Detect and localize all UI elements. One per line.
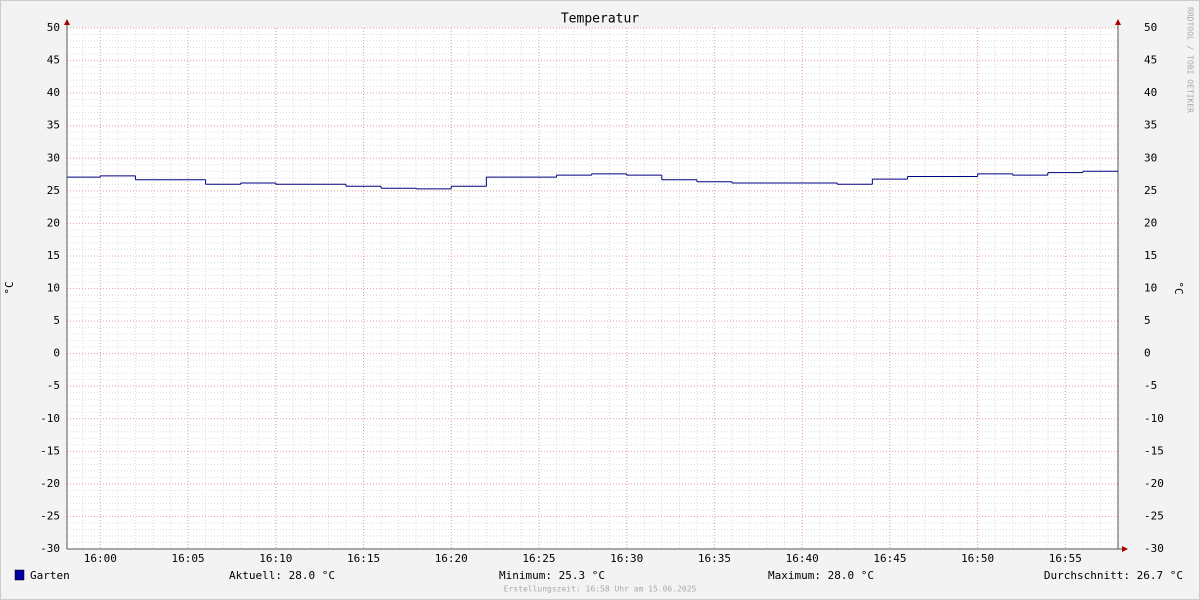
legend-stat: Maximum: 28.0 °C [768,569,874,582]
y2-tick-label: 20 [1144,216,1157,229]
y2-tick-label: 40 [1144,86,1157,99]
y-tick-label: -25 [40,509,60,522]
y2-tick-label: -15 [1144,444,1164,457]
y2-tick-label: 30 [1144,151,1157,164]
x-tick-label: 16:30 [610,552,643,565]
legend-stat: Durchschnitt: 26.7 °C [1044,569,1183,582]
y-tick-label: -15 [40,444,60,457]
y-tick-label: 20 [47,216,60,229]
y2-tick-label: -20 [1144,477,1164,490]
chart-title: Temperatur [561,12,639,27]
y2-tick-label: -10 [1144,412,1164,425]
y2-tick-label: 35 [1144,119,1157,132]
y2-tick-label: -25 [1144,509,1164,522]
y-tick-label: 50 [47,21,60,34]
x-tick-label: 16:25 [522,552,555,565]
y2-tick-label: 45 [1144,54,1157,67]
x-tick-label: 16:35 [698,552,731,565]
footer: Erstellungszeit: 16:58 Uhr am 15.06.2025 [504,585,697,594]
axis-arrow [1115,19,1121,25]
x-tick-label: 16:45 [873,552,906,565]
y2-tick-label: 10 [1144,282,1157,295]
y2-tick-label: 5 [1144,314,1151,327]
axis-arrow [64,19,70,25]
y-tick-label: 25 [47,184,60,197]
y-tick-label: 40 [47,86,60,99]
legend-label: Garten [30,569,70,582]
y2-tick-label: 0 [1144,347,1151,360]
y-tick-label: 15 [47,249,60,262]
y-tick-label: -20 [40,477,60,490]
y-tick-label: -5 [47,379,60,392]
y-tick-label: 10 [47,282,60,295]
y-tick-label: -30 [40,542,60,555]
y-tick-label: 5 [53,314,60,327]
y2-tick-label: 25 [1144,184,1157,197]
x-tick-label: 16:20 [435,552,468,565]
x-tick-label: 16:50 [961,552,994,565]
legend-stat: Minimum: 25.3 °C [499,569,605,582]
y-tick-label: 45 [47,54,60,67]
y2-tick-label: 15 [1144,249,1157,262]
axis-arrow [1122,546,1128,552]
x-tick-label: 16:15 [347,552,380,565]
x-tick-label: 16:00 [84,552,117,565]
x-tick-label: 16:55 [1049,552,1082,565]
x-tick-label: 16:10 [259,552,292,565]
y-tick-label: -10 [40,412,60,425]
y-tick-label: 0 [53,347,60,360]
legend-stat: Aktuell: 28.0 °C [229,569,335,582]
watermark: RRDTOOL / TOBI OETIKER [1186,7,1195,113]
x-tick-label: 16:40 [786,552,819,565]
y2-axis-label: °C [1172,281,1185,294]
y2-tick-label: 50 [1144,21,1157,34]
y2-tick-label: -30 [1144,542,1164,555]
legend-swatch [14,569,25,581]
y-tick-label: 35 [47,119,60,132]
y-axis-label: °C [3,281,16,294]
x-tick-label: 16:05 [172,552,205,565]
y2-tick-label: -5 [1144,379,1157,392]
y-tick-label: 30 [47,151,60,164]
